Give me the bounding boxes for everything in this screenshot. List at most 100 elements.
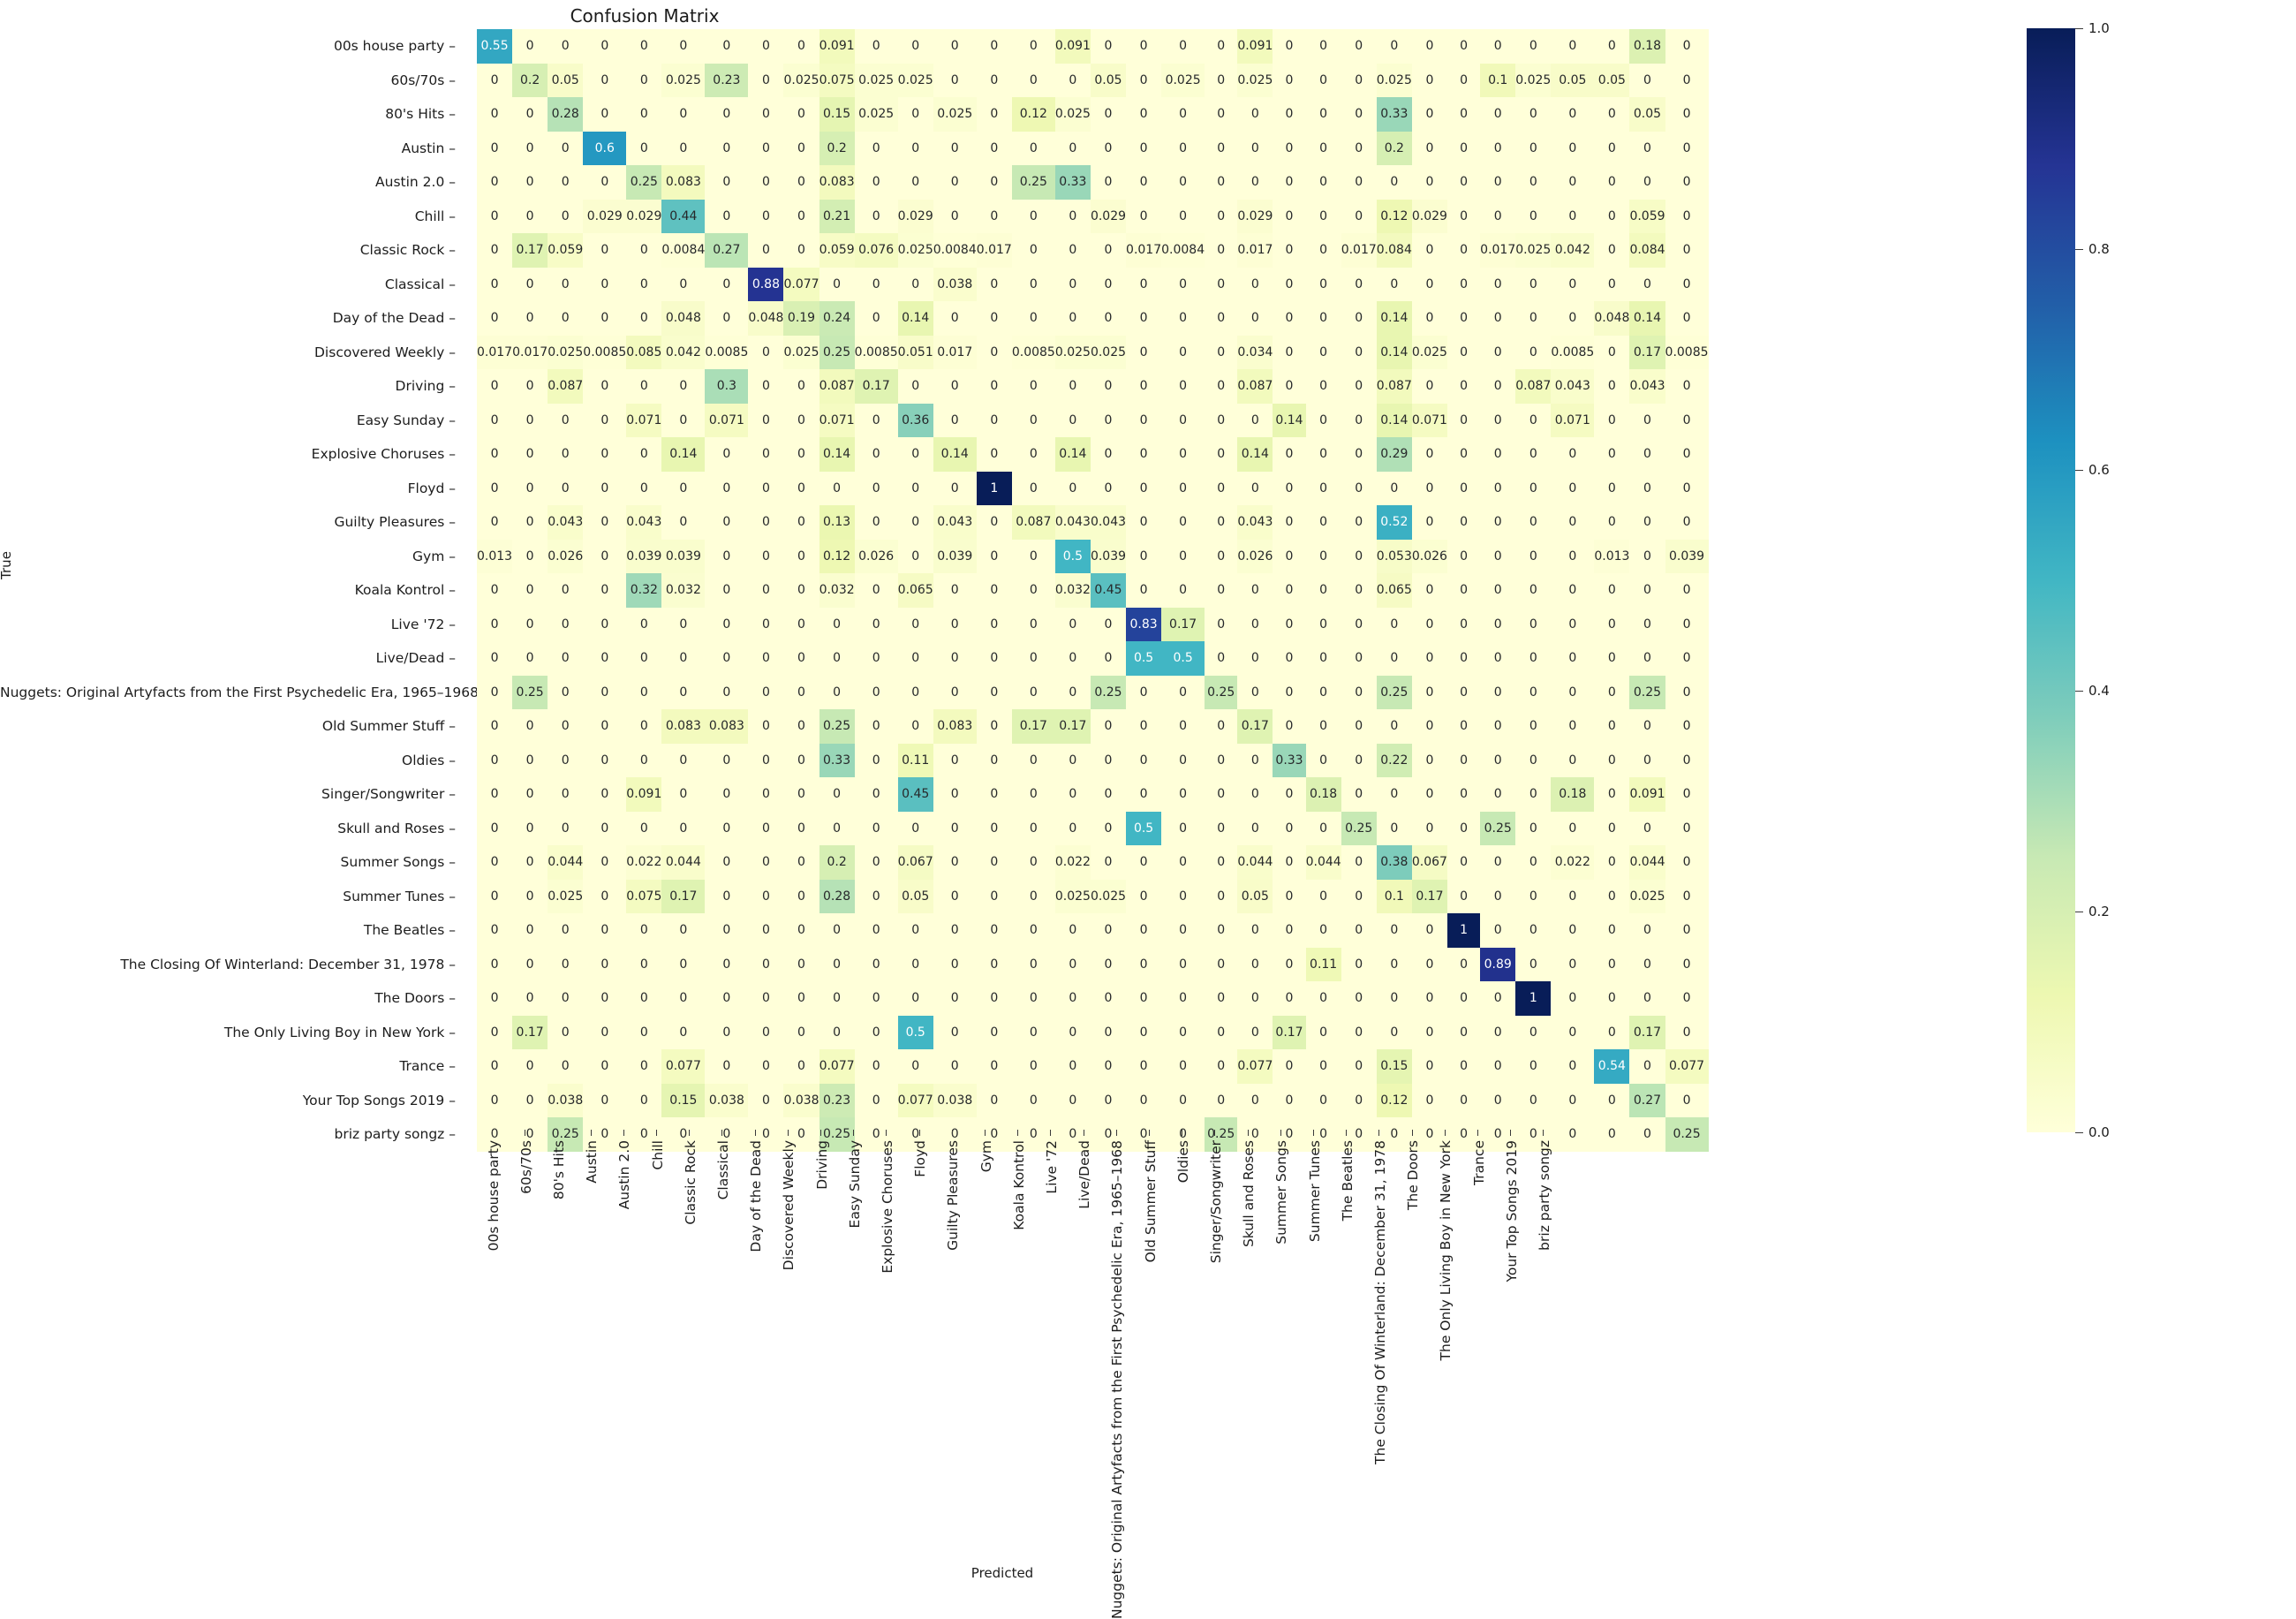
heatmap-cell: 0 — [705, 1049, 749, 1084]
heatmap-cell: 0 — [1341, 97, 1377, 132]
heatmap-cell: 0 — [819, 641, 855, 676]
heatmap-cell: 0 — [1411, 675, 1447, 709]
heatmap-cell: 0 — [897, 607, 933, 641]
y-tick-mark: – — [444, 446, 456, 462]
heatmap-cell: 0 — [783, 97, 819, 132]
heatmap-cell: 0 — [1305, 879, 1341, 913]
heatmap-cell: 0 — [1054, 675, 1091, 709]
heatmap-cell: 0 — [661, 131, 706, 165]
y-tick-mark: – — [444, 310, 456, 326]
heatmap-cell: 0 — [1341, 913, 1377, 948]
heatmap-cell: 0 — [1273, 63, 1306, 97]
heatmap-cell: 0 — [1305, 131, 1341, 165]
heatmap-cell: 0 — [1011, 233, 1055, 268]
heatmap-cell: 0 — [1161, 199, 1205, 233]
heatmap-cell: 0 — [748, 709, 784, 744]
heatmap-cell: 0 — [1411, 947, 1447, 981]
heatmap-cell: 0.032 — [819, 573, 855, 608]
heatmap-cell: 0 — [512, 743, 548, 777]
y-tick-mark: – — [444, 72, 456, 88]
heatmap-cell: 0 — [1205, 505, 1238, 540]
heatmap-cell: 0.017 — [1126, 233, 1162, 268]
heatmap-cell: 0 — [1665, 369, 1709, 404]
heatmap-cell: 0 — [1305, 165, 1341, 200]
heatmap-cell: 0.54 — [1594, 1049, 1630, 1084]
heatmap-cell: 0 — [1237, 1117, 1273, 1152]
heatmap-cell: 0.29 — [1376, 437, 1412, 472]
heatmap-cell: 0 — [661, 1015, 706, 1049]
heatmap-cell: 0 — [1161, 165, 1205, 200]
heatmap-cell: 0 — [897, 131, 933, 165]
heatmap-cell: 0 — [1011, 199, 1055, 233]
heatmap-cell: 0.071 — [705, 403, 749, 437]
heatmap-cell: 0 — [1205, 301, 1238, 336]
heatmap-cell: 0 — [1629, 63, 1665, 97]
heatmap-cell: 0 — [548, 267, 584, 301]
heatmap-cell: 0.25 — [1090, 675, 1127, 709]
heatmap-cell: 0 — [1594, 437, 1630, 472]
heatmap-cell: 0.087 — [1011, 505, 1055, 540]
heatmap-cell: 0 — [748, 947, 784, 981]
heatmap-cell: 0 — [1054, 641, 1091, 676]
heatmap-cell: 0 — [819, 947, 855, 981]
heatmap-cell: 0 — [1161, 301, 1205, 336]
heatmap-cell: 0 — [854, 165, 898, 200]
heatmap-cell: 0 — [1480, 539, 1516, 573]
x-tick-label: Your Top Songs 2019 — [1503, 1140, 1520, 1282]
heatmap-cell: 0 — [1273, 131, 1306, 165]
heatmap-cell: 0 — [1629, 403, 1665, 437]
y-tick-mark: – — [444, 582, 456, 598]
heatmap-cell: 0 — [933, 471, 977, 505]
x-tick-label: briz party songz — [1536, 1140, 1552, 1251]
heatmap-cell: 0 — [1011, 539, 1055, 573]
x-tick-column: Floyd — [904, 1130, 937, 1532]
x-tick-label: Explosive Choruses — [879, 1140, 895, 1274]
heatmap-cell: 0 — [1305, 199, 1341, 233]
heatmap-cell: 0.17 — [1273, 1015, 1306, 1049]
heatmap-cell: 0.3 — [705, 369, 749, 404]
heatmap-cell: 0.084 — [1629, 233, 1665, 268]
heatmap-cell: 0.025 — [933, 97, 977, 132]
heatmap-cell: 0 — [477, 913, 513, 948]
colorbar-tick-mark — [2075, 470, 2083, 471]
x-tick-column: Oldies — [1167, 1130, 1199, 1532]
heatmap-cell: 0.017 — [1341, 233, 1377, 268]
heatmap-cell: 0.17 — [1054, 709, 1091, 744]
heatmap-cell: 0 — [976, 131, 1012, 165]
heatmap-cell: 0 — [1629, 539, 1665, 573]
y-tick-label: Discovered Weekly – — [314, 344, 456, 360]
heatmap-cell: 0 — [1011, 879, 1055, 913]
heatmap-cell: 0.2 — [819, 131, 855, 165]
heatmap-cell: 0 — [477, 63, 513, 97]
heatmap-cell: 0 — [1665, 641, 1709, 676]
heatmap-cell: 0 — [1515, 165, 1552, 200]
heatmap-cell: 0 — [1480, 471, 1516, 505]
heatmap-cell: 0 — [1594, 709, 1630, 744]
heatmap-cell: 0.14 — [1629, 301, 1665, 336]
heatmap-cell: 0 — [897, 267, 933, 301]
heatmap-cell: 0 — [748, 233, 784, 268]
heatmap-cell: 0 — [1480, 1015, 1516, 1049]
heatmap-cell: 0 — [583, 1015, 627, 1049]
heatmap-cell: 0 — [626, 267, 662, 301]
heatmap-cell: 0 — [933, 675, 977, 709]
heatmap-cell: 0 — [1126, 1049, 1162, 1084]
heatmap-cell: 0 — [897, 505, 933, 540]
heatmap-cell: 0 — [548, 777, 584, 812]
heatmap-cell: 0.051 — [897, 335, 933, 369]
heatmap-cell: 0 — [1594, 641, 1630, 676]
y-tick-mark: – — [444, 140, 456, 156]
heatmap-cell: 0.038 — [783, 1083, 819, 1117]
heatmap-cell: 0 — [583, 437, 627, 472]
heatmap-cell: 0 — [1341, 403, 1377, 437]
heatmap-cell: 0 — [933, 403, 977, 437]
heatmap-cell: 0 — [1161, 1083, 1205, 1117]
heatmap-cell: 0 — [1126, 63, 1162, 97]
heatmap-cell: 0 — [1011, 267, 1055, 301]
heatmap-cell: 0 — [1515, 709, 1552, 744]
heatmap-cell: 0 — [1376, 607, 1412, 641]
heatmap-cell: 0 — [819, 607, 855, 641]
x-tick-label: Discovered Weekly — [781, 1140, 797, 1271]
heatmap-cell: 0 — [1205, 267, 1238, 301]
heatmap-cell: 0.21 — [819, 199, 855, 233]
